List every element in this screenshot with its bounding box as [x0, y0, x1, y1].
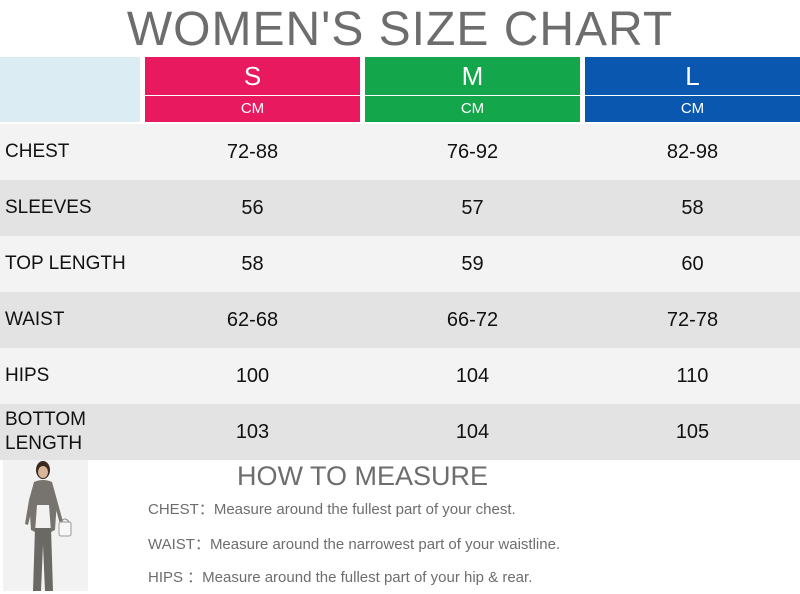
cell-bottom-length-s: 103: [235, 420, 270, 443]
row-label-hips: HIPS: [5, 365, 50, 386]
cell-hips-s: 100: [235, 364, 270, 387]
table-row: HIPS 100 104 110: [0, 348, 800, 404]
row-label-sleeves: SLEEVES: [5, 197, 92, 218]
cell-sleeves-s: 56: [241, 196, 264, 219]
cell-waist-l: 72-78: [666, 308, 719, 331]
waist-instruction: WAIST：Measure around the narrowest part …: [148, 536, 561, 553]
unit-header-m: CM: [365, 96, 580, 122]
header-corner-cell: [0, 57, 140, 122]
cell-chest-s: 72-88: [226, 140, 279, 163]
model-figure-icon: [3, 460, 88, 591]
cell-sleeves-l: 58: [681, 196, 704, 219]
cell-bottom-length-m: 104: [455, 420, 490, 443]
cell-hips-m: 104: [455, 364, 490, 387]
table-row: WAIST 62-68 66-72 72-78: [0, 292, 800, 348]
cell-top-length-m: 59: [461, 252, 484, 275]
model-photo: [3, 460, 88, 591]
hips-instruction: HIPS ：Measure around the fullest part of…: [148, 569, 533, 586]
row-label-top-length: TOP LENGTH: [5, 253, 126, 274]
cell-sleeves-m: 57: [461, 196, 484, 219]
size-header-l: L: [585, 57, 800, 95]
cell-hips-l: 110: [676, 364, 709, 387]
table-row: BOTTOM LENGTH 103 104 105: [0, 404, 800, 460]
size-header-s: S: [145, 57, 360, 95]
size-header-m: M: [365, 57, 580, 95]
chart-title: WOMEN'S SIZE CHART: [126, 3, 674, 56]
chest-instruction: CHEST：Measure around the fullest part of…: [148, 501, 516, 518]
unit-header-s: CM: [145, 96, 360, 122]
unit-header-l: CM: [585, 96, 800, 122]
cell-bottom-length-l: 105: [675, 420, 710, 443]
row-label-bottom-length: BOTTOM LENGTH: [5, 409, 86, 454]
row-label-waist: WAIST: [5, 309, 65, 330]
row-label-chest: CHEST: [5, 141, 70, 162]
cell-waist-s: 62-68: [226, 308, 279, 331]
how-to-measure-title: HOW TO MEASURE: [236, 461, 489, 491]
table-row: CHEST 72-88 76-92 82-98: [0, 124, 800, 180]
table-row: SLEEVES 56 57 58: [0, 180, 800, 236]
cell-waist-m: 66-72: [446, 308, 499, 331]
cell-chest-l: 82-98: [666, 140, 719, 163]
table-row: TOP LENGTH 58 59 60: [0, 236, 800, 292]
cell-top-length-l: 60: [681, 252, 704, 275]
cell-chest-m: 76-92: [446, 140, 499, 163]
cell-top-length-s: 58: [241, 252, 264, 275]
